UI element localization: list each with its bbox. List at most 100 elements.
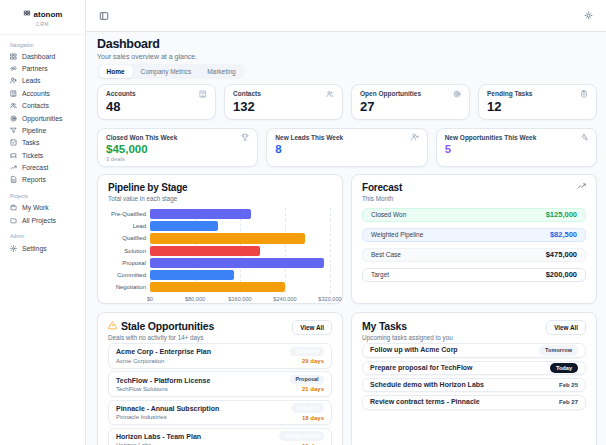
opportunity-company: Pinnacle Industries <box>116 414 219 420</box>
my-work-icon <box>10 204 17 211</box>
task-rows: Follow up with Acme CorpTomorrow Prepare … <box>362 343 586 409</box>
due-badge: Feb 27 <box>559 399 578 405</box>
bar-row: Qualified <box>108 232 330 244</box>
kpi-label: Contacts <box>233 90 261 97</box>
week-card-value: 5 <box>445 143 588 155</box>
week-card-label: Closed Won This Week <box>106 134 177 141</box>
kpi-value: 27 <box>360 99 461 114</box>
target-icon <box>453 90 461 98</box>
week-card-label: New Opportunities This Week <box>445 134 537 141</box>
sidebar-item-partners[interactable]: Partners <box>0 62 85 74</box>
x-tick: $160,000 <box>228 296 251 302</box>
sidebar-section-label: Admin <box>10 233 85 239</box>
opportunity-title: Horizon Labs - Team Plan <box>116 433 201 441</box>
forecast-value: $200,000 <box>546 270 577 279</box>
task-title: Review contract terms - Pinnacle <box>370 398 480 406</box>
sidebar-item-settings[interactable]: Settings <box>0 242 85 254</box>
opportunity-company: TechFlow Solutions <box>116 386 210 392</box>
bar-label: Proposal <box>108 260 150 266</box>
sidebar-item-dashboard[interactable]: Dashboard <box>0 50 85 62</box>
tab-marketing[interactable]: Marketing <box>199 65 244 78</box>
forecast-rows: Closed Won$125,000 Weighted Pipeline $82,5… <box>362 208 586 282</box>
stale-subtitle: Deals with no activity for 14+ days <box>108 334 214 341</box>
sidebar-item-forecast[interactable]: Forecast <box>0 161 85 173</box>
sidebar-item-my-work[interactable]: My Work <box>0 202 85 214</box>
brand-name: atonom <box>34 10 63 19</box>
sidebar-section-label: Projects <box>10 193 85 199</box>
task-row[interactable]: Prepare proposal for TechFlowToday <box>362 361 586 376</box>
kpi-card-contacts: Contacts132 <box>224 84 343 120</box>
forecast-row-weighted-pipeline: Weighted Pipeline $82,500 <box>362 228 586 242</box>
task-row[interactable]: Schedule demo with Horizon LabsFeb 25 <box>362 378 586 393</box>
settings-icon <box>10 245 17 252</box>
all-projects-icon <box>10 217 17 224</box>
bar-row: Lead <box>108 220 330 232</box>
sidebar-item-tasks[interactable]: Tasks <box>0 137 85 149</box>
content: Dashboard Your sales overview at a glanc… <box>86 32 606 445</box>
sidebar-item-label: My Work <box>22 204 49 211</box>
trending-up-icon <box>577 182 586 191</box>
tab-company-metrics[interactable]: Company Metrics <box>133 65 200 78</box>
pipeline-by-stage-card: Pipeline by Stage Total value in each st… <box>97 174 343 304</box>
sidebar-item-accounts[interactable]: Accounts <box>0 87 85 99</box>
week-card-sub: 3 deals <box>106 156 249 162</box>
atom-logo-icon <box>23 9 31 19</box>
bar-negotiation <box>150 282 285 292</box>
x-tick: $240,000 <box>273 296 296 302</box>
task-row[interactable]: Review contract terms - Pinnacle Feb 27 <box>362 395 586 410</box>
week-card-value: $45,000 <box>106 143 249 155</box>
stale-opportunity-row[interactable]: Horizon Labs - Team PlanHorizon LabsPre-… <box>108 428 332 445</box>
topbar <box>86 0 606 32</box>
tab-home[interactable]: Home <box>99 65 133 78</box>
tasks-view-all-button[interactable]: View All <box>546 320 586 335</box>
sidebar-item-all-projects[interactable]: All Projects <box>0 214 85 226</box>
forecast-value: $82,500 <box>550 230 577 239</box>
tasks-icon <box>10 139 17 146</box>
stale-opportunity-row[interactable]: TechFlow - Platform LicenseTechFlow Solu… <box>108 371 332 397</box>
stale-opportunities-card: Stale Opportunities Deals with no activi… <box>97 312 343 445</box>
bar-row: Committed <box>108 269 330 281</box>
clipboard-icon <box>580 90 588 98</box>
sidebar-item-label: Forecast <box>22 164 48 171</box>
sparkles-icon <box>580 133 588 141</box>
sidebar-item-contacts[interactable]: Contacts <box>0 100 85 112</box>
sidebar-toggle-icon[interactable] <box>99 11 109 21</box>
forecast-row-closed-won: Closed Won$125,000 <box>362 208 586 222</box>
forecast-card: Forecast This Month Closed Won$125,000We… <box>351 174 597 304</box>
brand: atonom CRM <box>0 0 85 35</box>
task-row[interactable]: Follow up with Acme CorpTomorrow <box>362 343 586 358</box>
sidebar-item-leads[interactable]: Leads <box>0 75 85 87</box>
sidebar-section-label: Navigation <box>10 42 85 48</box>
my-tasks-card: My Tasks Upcoming tasks assigned to you … <box>351 312 597 445</box>
tasks-subtitle: Upcoming tasks assigned to you <box>362 334 453 341</box>
bar-label: Negotiation <box>108 284 150 290</box>
bar-row: Solution <box>108 245 330 257</box>
forecast-label: Best Case <box>371 251 401 258</box>
forecast-icon <box>10 164 17 171</box>
sidebar-item-reports[interactable]: Reports <box>0 174 85 186</box>
sidebar-item-opportunities[interactable]: Opportunities <box>0 112 85 124</box>
sidebar-item-tickets[interactable]: Tickets <box>0 149 85 161</box>
forecast-label: Weighted Pipeline <box>371 231 423 238</box>
stale-days: 29 days <box>290 358 324 365</box>
sidebar-item-pipeline[interactable]: Pipeline <box>0 124 85 136</box>
stale-days: 18 days <box>291 415 324 422</box>
forecast-title: Forecast <box>362 182 402 194</box>
users-icon <box>326 90 334 98</box>
sidebar-item-label: Accounts <box>22 90 50 97</box>
opportunity-title: Acme Corp - Enterprise Plan <box>116 348 211 356</box>
pipeline-subtitle: Total value in each stage <box>108 195 332 202</box>
forecast-value: $475,000 <box>546 250 577 259</box>
week-card-new-leads-this-week: New Leads This Week8 <box>266 128 427 167</box>
trophy-icon <box>241 133 249 141</box>
kpi-card-accounts: Accounts48 <box>97 84 216 120</box>
theme-toggle-icon[interactable] <box>584 11 593 20</box>
bar-label: Lead <box>108 223 150 229</box>
sidebar-item-label: Dashboard <box>22 53 55 60</box>
bar-label: Solution <box>108 248 150 254</box>
stage-badge: Pre-Qualified <box>279 431 324 440</box>
stale-opportunity-row[interactable]: Pinnacle - Annual SubscriptionPinnacle I… <box>108 400 332 426</box>
stale-view-all-button[interactable]: View All <box>292 320 332 335</box>
tabs: HomeCompany MetricsMarketing <box>97 64 245 80</box>
stale-opportunity-row[interactable]: Acme Corp - Enterprise PlanAcme Corporat… <box>108 343 332 369</box>
